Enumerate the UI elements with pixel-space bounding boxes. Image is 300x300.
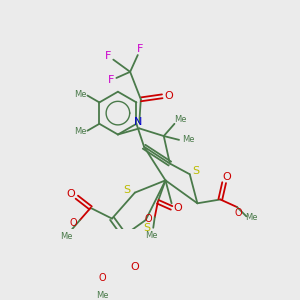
- Text: N: N: [134, 117, 142, 127]
- Text: Me: Me: [244, 213, 257, 222]
- Text: Me: Me: [146, 231, 158, 240]
- Text: O: O: [66, 189, 75, 199]
- Text: O: O: [99, 273, 106, 283]
- Text: Me: Me: [60, 232, 72, 242]
- Text: Me: Me: [75, 90, 87, 99]
- Text: O: O: [173, 203, 182, 213]
- Text: S: S: [144, 223, 151, 233]
- Text: O: O: [223, 172, 232, 182]
- Text: S: S: [192, 166, 200, 176]
- Text: Me: Me: [174, 115, 187, 124]
- Text: F: F: [108, 75, 114, 85]
- Text: O: O: [130, 262, 139, 272]
- Text: O: O: [235, 208, 242, 218]
- Text: O: O: [145, 214, 152, 224]
- Text: O: O: [70, 218, 78, 228]
- Text: Me: Me: [182, 135, 194, 144]
- Text: Me: Me: [75, 127, 87, 136]
- Text: F: F: [137, 44, 143, 55]
- Text: O: O: [164, 91, 173, 101]
- Text: Me: Me: [97, 290, 109, 299]
- Text: S: S: [124, 184, 131, 194]
- Text: F: F: [105, 51, 112, 61]
